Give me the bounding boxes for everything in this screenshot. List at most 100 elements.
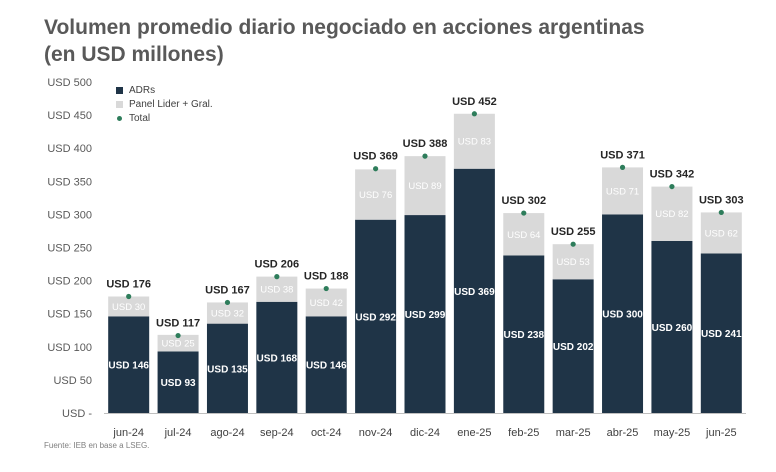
data-label-total: USD 117 (156, 318, 200, 330)
bar-panel (651, 186, 693, 241)
data-label-total: USD 452 (452, 96, 497, 108)
data-label-panel: USD 30 (112, 302, 145, 313)
bar-panel (552, 244, 594, 280)
bar-panel (157, 334, 199, 352)
data-label-total: USD 342 (650, 169, 695, 181)
y-tick-label: USD 500 (47, 77, 92, 89)
bar-adrs (206, 323, 248, 413)
total-point (619, 164, 626, 170)
data-label-panel: USD 89 (408, 181, 441, 192)
y-tick-label: USD 200 (47, 276, 92, 288)
x-tick-label: nov-24 (359, 427, 393, 439)
data-label-adrs: USD 299 (405, 310, 446, 321)
chart-title-line2: (en USD millones) (44, 43, 224, 66)
data-label-adrs: USD 135 (207, 364, 248, 375)
bar-adrs (256, 301, 298, 413)
bar-panel (256, 276, 298, 302)
y-tick-label: USD - (62, 408, 92, 420)
chart-title: Volumen promedio diario negociado en acc… (44, 14, 645, 68)
data-label-total: USD 371 (600, 149, 645, 161)
data-label-adrs: USD 238 (503, 330, 544, 341)
bar-panel (503, 213, 545, 256)
x-tick-label: dic-24 (410, 427, 440, 439)
x-tick-label: ago-24 (210, 427, 244, 439)
bar-adrs (157, 351, 199, 413)
legend-item-adrs: ADRs (116, 83, 213, 97)
legend-label-adrs: ADRs (129, 84, 156, 96)
data-label-total: USD 302 (501, 195, 546, 207)
y-tick-label: USD 300 (47, 209, 92, 221)
y-tick-label: USD 150 (47, 309, 92, 321)
data-label-adrs: USD 93 (161, 378, 196, 389)
total-point (422, 153, 428, 159)
bar-panel (355, 169, 397, 220)
source-note: Fuente: IEB en base a LSEG. (44, 441, 150, 450)
chart-title-line1: Volumen promedio diario negociado en acc… (44, 16, 645, 39)
x-tick-label: oct-24 (311, 427, 342, 439)
bar-adrs (700, 253, 742, 413)
total-point (669, 183, 675, 190)
y-tick-label: USD 250 (47, 243, 92, 255)
total-point (521, 210, 527, 216)
x-tick-label: abr-25 (607, 427, 639, 439)
legend-label-total: Total (129, 112, 151, 124)
total-point (373, 166, 379, 172)
data-label-adrs: USD 146 (108, 361, 149, 372)
data-label-total: USD 255 (551, 226, 596, 238)
total-point (126, 293, 132, 300)
bar-panel (108, 296, 150, 317)
data-label-adrs: USD 241 (701, 329, 742, 340)
total-point (570, 241, 576, 247)
x-tick-label: feb-25 (508, 427, 539, 439)
y-tick-label: USD 350 (47, 176, 92, 188)
total-point (718, 209, 724, 216)
bar-panel (453, 113, 495, 169)
bar-panel (206, 302, 248, 324)
data-label-panel: USD 76 (359, 190, 392, 201)
bar-adrs (108, 316, 150, 413)
legend-swatch-panel (116, 100, 123, 108)
total-point (274, 274, 280, 280)
x-tick-label: jul-24 (164, 427, 192, 439)
chart-legend: ADRs Panel Lider + Gral. Total (116, 83, 213, 125)
legend-item-total: Total (116, 111, 213, 125)
y-tick-label: USD 100 (47, 342, 92, 354)
bar-adrs (651, 240, 693, 413)
data-label-total: USD 369 (353, 151, 398, 163)
x-tick-label: may-25 (654, 427, 691, 439)
x-tick-label: jun-24 (112, 427, 144, 439)
data-label-adrs: USD 369 (454, 287, 495, 298)
data-label-panel: USD 82 (655, 209, 688, 220)
data-label-adrs: USD 146 (306, 361, 347, 372)
data-label-panel: USD 32 (211, 309, 244, 320)
x-tick-label: jun-25 (705, 427, 737, 439)
bar-adrs (305, 316, 347, 413)
total-point (175, 332, 181, 339)
data-label-total: USD 206 (255, 259, 300, 271)
data-label-adrs: USD 202 (553, 342, 594, 353)
data-label-panel: USD 64 (507, 230, 540, 241)
bar-panel (305, 288, 347, 317)
bar-adrs (503, 255, 545, 413)
data-label-total: USD 188 (304, 271, 349, 283)
data-label-adrs: USD 292 (355, 312, 396, 323)
bar-adrs (453, 168, 495, 413)
data-label-panel: USD 25 (161, 339, 194, 350)
bar-adrs (602, 214, 644, 413)
data-label-total: USD 388 (403, 138, 448, 150)
total-point (323, 285, 329, 292)
x-tick-label: ene-25 (457, 427, 491, 439)
bar-adrs (355, 219, 397, 413)
y-tick-label: USD 450 (47, 110, 92, 122)
data-label-adrs: USD 260 (652, 323, 693, 334)
x-tick-label: sep-24 (260, 427, 294, 439)
data-label-adrs: USD 300 (602, 310, 643, 321)
bar-panel (404, 156, 446, 216)
bar-adrs (552, 279, 594, 413)
data-label-panel: USD 42 (310, 298, 343, 309)
data-label-panel: USD 71 (606, 186, 639, 197)
bar-panel (602, 167, 644, 215)
total-point (471, 111, 477, 117)
data-label-panel: USD 83 (458, 137, 491, 148)
